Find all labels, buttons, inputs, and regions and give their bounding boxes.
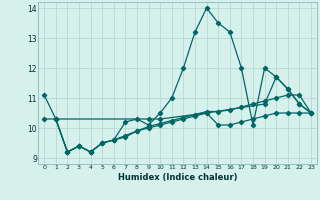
X-axis label: Humidex (Indice chaleur): Humidex (Indice chaleur) xyxy=(118,173,237,182)
